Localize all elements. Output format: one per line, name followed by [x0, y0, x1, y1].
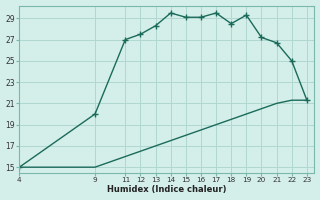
X-axis label: Humidex (Indice chaleur): Humidex (Indice chaleur): [107, 185, 227, 194]
